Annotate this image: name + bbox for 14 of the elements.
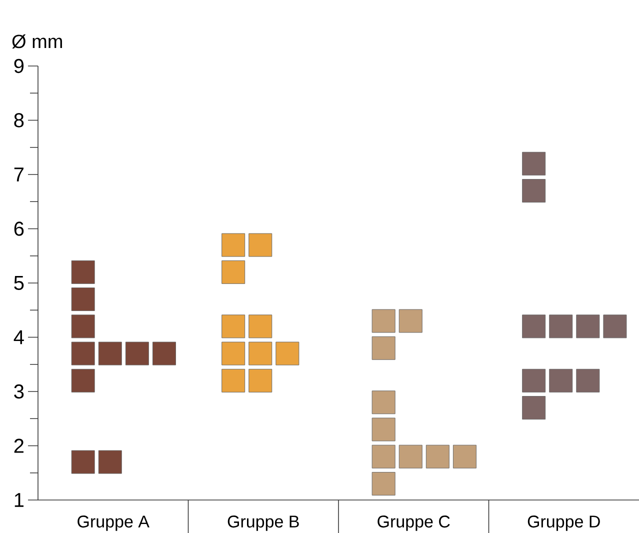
y-tick-label: 1: [14, 493, 24, 507]
x-tick-label: Gruppe A: [78, 516, 150, 531]
y-axis-title: Ø mm: [12, 34, 62, 48]
y-tick-label: 6: [14, 222, 24, 236]
x-tick-label: Gruppe D: [528, 516, 600, 531]
y-tick-label: 5: [14, 276, 24, 290]
y-tick-label: 2: [14, 438, 24, 453]
y-tick-label: 8: [14, 113, 24, 128]
y-tick-label: 4: [14, 330, 24, 344]
y-tick-label: 7: [14, 168, 24, 182]
x-tick-label: Gruppe B: [228, 516, 299, 531]
y-tick-label: 9: [14, 58, 24, 74]
y-tick-label: 3: [14, 384, 24, 399]
x-tick-label: Gruppe C: [378, 516, 450, 531]
